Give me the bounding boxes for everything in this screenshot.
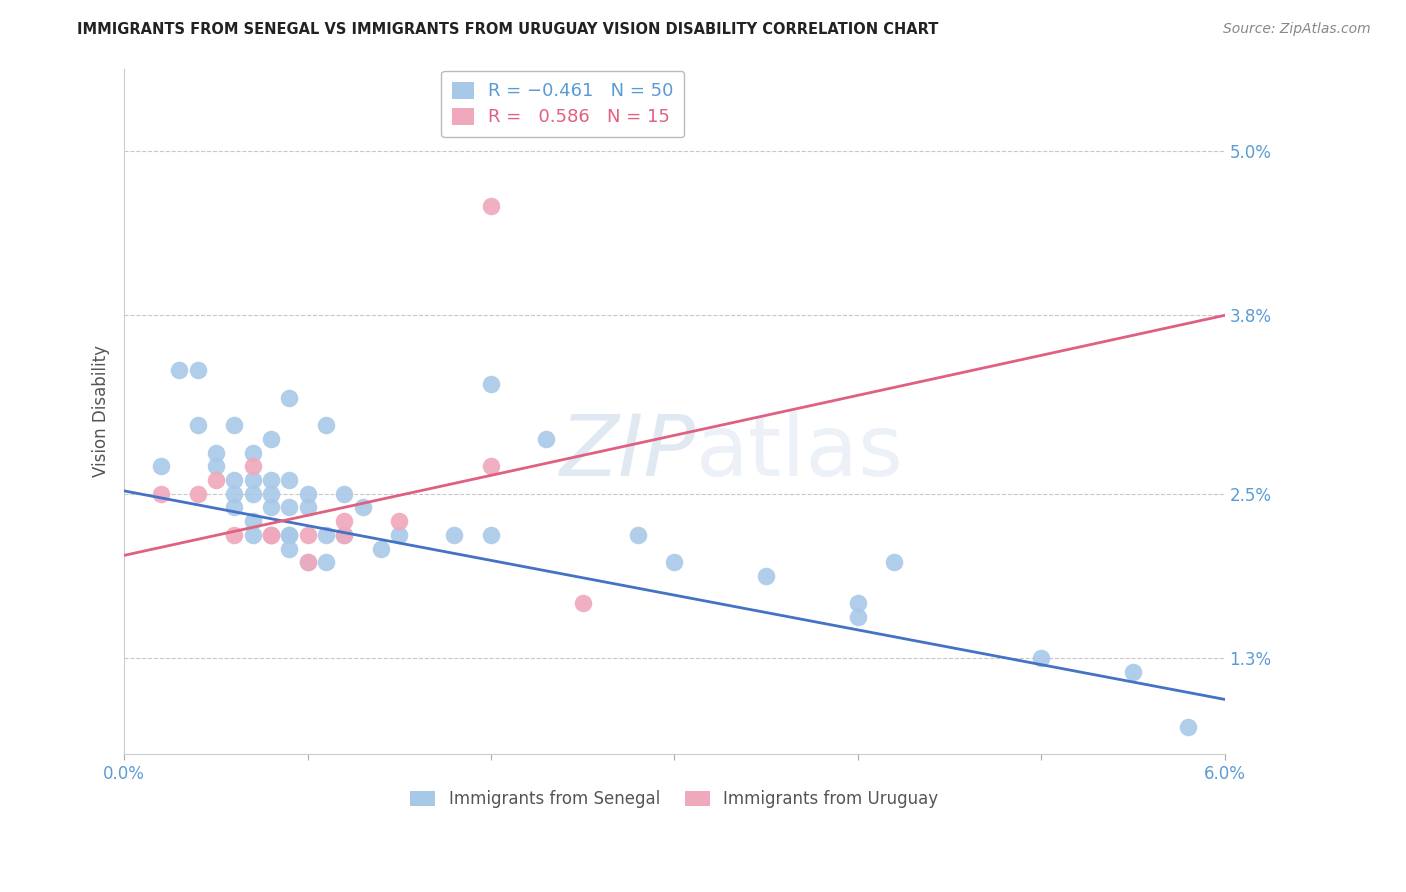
Point [260, 486, 283, 500]
Point [388, 528, 411, 542]
Point [260, 528, 283, 542]
Point [479, 199, 502, 213]
Point [224, 528, 246, 542]
Point [846, 596, 869, 610]
Point [333, 514, 356, 528]
Point [242, 514, 264, 528]
Point [534, 432, 557, 446]
Point [224, 500, 246, 515]
Point [333, 528, 356, 542]
Point [479, 528, 502, 542]
Point [242, 459, 264, 474]
Point [278, 528, 301, 542]
Point [278, 541, 301, 556]
Point [149, 486, 172, 500]
Point [187, 363, 209, 377]
Point [297, 486, 319, 500]
Point [278, 500, 301, 515]
Point [187, 486, 209, 500]
Point [370, 541, 392, 556]
Point [278, 391, 301, 405]
Point [205, 459, 228, 474]
Point [333, 528, 356, 542]
Point [333, 486, 356, 500]
Text: atlas: atlas [696, 411, 904, 494]
Point [1029, 651, 1052, 665]
Point [167, 363, 190, 377]
Point [260, 473, 283, 487]
Point [352, 500, 374, 515]
Point [315, 418, 337, 433]
Point [627, 528, 650, 542]
Point [664, 555, 686, 569]
Point [149, 459, 172, 474]
Point [260, 432, 283, 446]
Text: ZIP: ZIP [560, 411, 696, 494]
Point [278, 528, 301, 542]
Point [571, 596, 593, 610]
Point [205, 445, 228, 459]
Point [297, 528, 319, 542]
Point [297, 500, 319, 515]
Point [479, 376, 502, 391]
Point [1177, 720, 1199, 734]
Point [479, 459, 502, 474]
Point [315, 528, 337, 542]
Point [205, 473, 228, 487]
Point [224, 473, 246, 487]
Text: Source: ZipAtlas.com: Source: ZipAtlas.com [1223, 22, 1371, 37]
Point [297, 555, 319, 569]
Legend: Immigrants from Senegal, Immigrants from Uruguay: Immigrants from Senegal, Immigrants from… [404, 783, 945, 814]
Point [260, 500, 283, 515]
Point [242, 445, 264, 459]
Point [443, 528, 465, 542]
Point [1122, 665, 1144, 679]
Point [297, 555, 319, 569]
Y-axis label: Vision Disability: Vision Disability [93, 345, 110, 477]
Point [187, 418, 209, 433]
Point [315, 555, 337, 569]
Point [846, 610, 869, 624]
Point [242, 486, 264, 500]
Point [224, 486, 246, 500]
Point [278, 473, 301, 487]
Point [242, 473, 264, 487]
Point [260, 528, 283, 542]
Point [242, 528, 264, 542]
Point [388, 514, 411, 528]
Point [224, 418, 246, 433]
Point [755, 569, 778, 583]
Text: IMMIGRANTS FROM SENEGAL VS IMMIGRANTS FROM URUGUAY VISION DISABILITY CORRELATION: IMMIGRANTS FROM SENEGAL VS IMMIGRANTS FR… [77, 22, 939, 37]
Point [260, 528, 283, 542]
Point [883, 555, 905, 569]
